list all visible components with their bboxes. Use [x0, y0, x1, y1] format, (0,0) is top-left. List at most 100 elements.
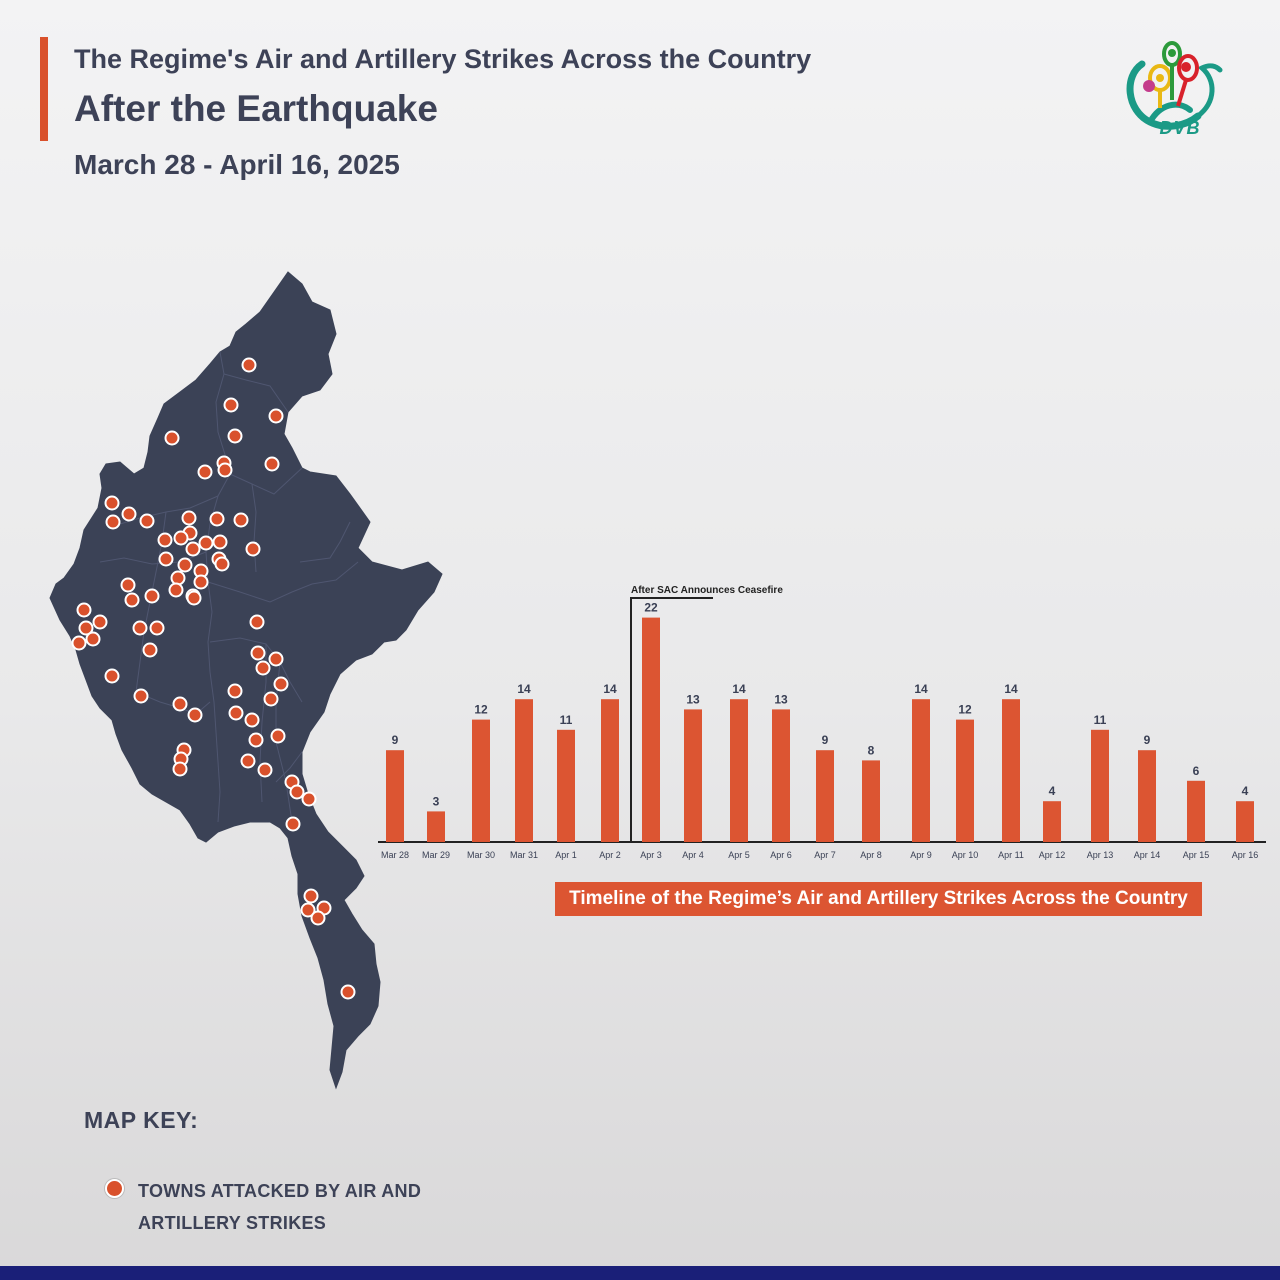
chart-title: Timeline of the Regime’s Air and Artille…	[555, 882, 1202, 916]
bar	[1002, 699, 1020, 842]
attacked-town-marker	[217, 462, 233, 478]
bar-value-label: 6	[1193, 764, 1200, 778]
myanmar-map	[49, 271, 443, 1090]
attacked-town-marker	[170, 570, 186, 586]
attacked-town-marker	[273, 676, 289, 692]
attacked-town-marker	[181, 510, 197, 526]
attacked-town-marker	[303, 888, 319, 904]
title-accent-bar	[40, 37, 48, 141]
attacked-town-marker	[198, 535, 214, 551]
attacked-town-marker	[255, 660, 271, 676]
attacked-town-marker	[142, 642, 158, 658]
attacked-town-marker	[177, 557, 193, 573]
attacked-town-marker	[76, 602, 92, 618]
x-tick-label: Apr 13	[1087, 850, 1114, 860]
bar-value-label: 12	[958, 703, 972, 717]
attacked-town-marker	[197, 464, 213, 480]
bar-value-label: 3	[433, 794, 440, 808]
attacked-town-marker	[233, 512, 249, 528]
attacked-town-marker	[124, 592, 140, 608]
x-tick-label: Mar 31	[510, 850, 538, 860]
bar-value-label: 13	[774, 692, 788, 706]
bar-value-label: 9	[392, 733, 399, 747]
x-tick-label: Apr 8	[860, 850, 882, 860]
map-key-title: MAP KEY:	[84, 1107, 199, 1133]
bar	[472, 719, 490, 842]
strikes-timeline-chart: 9 Mar 28 3 Mar 29 12 Mar 30 14 Mar 31 11 Apr 1 14 A…	[378, 585, 1266, 860]
page-subtitle: After the Earthquake	[74, 88, 438, 129]
attacked-town-marker	[209, 511, 225, 527]
attacked-town-marker	[104, 495, 120, 511]
attacked-town-marker	[250, 645, 266, 661]
bar	[862, 760, 880, 842]
bar-value-label: 8	[868, 743, 875, 757]
x-tick-label: Apr 4	[682, 850, 704, 860]
bar	[816, 750, 834, 842]
dvb-peacock-logo-icon	[1126, 41, 1223, 130]
logo-text: DVB	[1159, 118, 1201, 138]
x-tick-label: Apr 1	[555, 850, 577, 860]
attacked-town-marker	[78, 620, 94, 636]
x-tick-label: Apr 9	[910, 850, 932, 860]
attacked-town-marker	[240, 753, 256, 769]
bar	[601, 699, 619, 842]
attacked-town-marker	[244, 712, 260, 728]
bar	[730, 699, 748, 842]
attacked-town-marker	[310, 910, 326, 926]
page-title: The Regime's Air and Artillery Strikes A…	[74, 44, 812, 74]
attacked-town-marker	[157, 532, 173, 548]
bar-value-label: 12	[474, 703, 488, 717]
bar	[1187, 780, 1205, 842]
attacked-town-marker	[223, 397, 239, 413]
x-tick-label: Mar 30	[467, 850, 495, 860]
attacked-town-marker	[228, 705, 244, 721]
attacked-town-marker	[172, 761, 188, 777]
attacked-town-marker	[248, 732, 264, 748]
bar	[684, 709, 702, 842]
bar-value-label: 14	[732, 682, 746, 696]
attacked-town-marker	[187, 707, 203, 723]
attacked-town-marker	[249, 614, 265, 630]
x-tick-label: Mar 29	[422, 850, 450, 860]
attacked-town-marker	[92, 614, 108, 630]
x-tick-label: Apr 16	[1232, 850, 1259, 860]
attacked-town-marker	[144, 588, 160, 604]
attacked-town-marker	[104, 668, 120, 684]
bar-value-label: 9	[822, 733, 829, 747]
attacked-town-marker	[172, 696, 188, 712]
x-tick-label: Apr 2	[599, 850, 621, 860]
x-tick-label: Apr 7	[814, 850, 836, 860]
attacked-town-marker	[193, 574, 209, 590]
x-tick-label: Apr 5	[728, 850, 750, 860]
bar-value-label: 14	[517, 682, 531, 696]
bar-value-label: 11	[1094, 713, 1107, 727]
bar	[772, 709, 790, 842]
bar	[1236, 801, 1254, 842]
attacked-town-marker	[85, 631, 101, 647]
x-tick-label: Apr 12	[1039, 850, 1066, 860]
attacked-town-marker	[164, 430, 180, 446]
attacked-town-marker	[168, 582, 184, 598]
footer-band	[0, 1266, 1280, 1280]
attacked-town-marker	[301, 791, 317, 807]
attacked-town-marker	[257, 762, 273, 778]
attacked-town-marker	[227, 683, 243, 699]
x-tick-label: Mar 28	[381, 850, 409, 860]
attacked-town-marker	[227, 428, 243, 444]
bar	[1091, 729, 1109, 842]
attacked-town-marker	[120, 577, 136, 593]
bar	[427, 811, 445, 842]
map-shape	[49, 271, 443, 1090]
date-range: March 28 - April 16, 2025	[74, 149, 400, 180]
attacked-town-marker	[241, 357, 257, 373]
bar-value-label: 11	[560, 713, 573, 727]
x-tick-label: Apr 11	[998, 850, 1024, 860]
attacked-town-marker	[173, 530, 189, 546]
attacked-town-marker	[268, 408, 284, 424]
attacked-town-marker	[245, 541, 261, 557]
attacked-town-marker	[340, 984, 356, 1000]
bar	[557, 729, 575, 842]
bar-value-label: 13	[686, 692, 700, 706]
attacked-town-marker	[285, 816, 301, 832]
x-tick-label: Apr 3	[640, 850, 662, 860]
